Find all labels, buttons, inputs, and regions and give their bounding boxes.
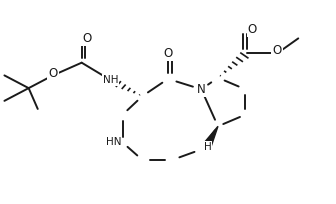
Polygon shape (204, 126, 218, 146)
Text: O: O (248, 23, 257, 36)
Text: N: N (197, 83, 206, 96)
Text: HN: HN (106, 137, 121, 147)
Text: H: H (204, 142, 211, 152)
Text: O: O (48, 67, 57, 80)
Text: O: O (163, 47, 173, 60)
Text: O: O (83, 32, 92, 45)
Text: O: O (272, 44, 282, 57)
Text: NH: NH (103, 75, 118, 85)
